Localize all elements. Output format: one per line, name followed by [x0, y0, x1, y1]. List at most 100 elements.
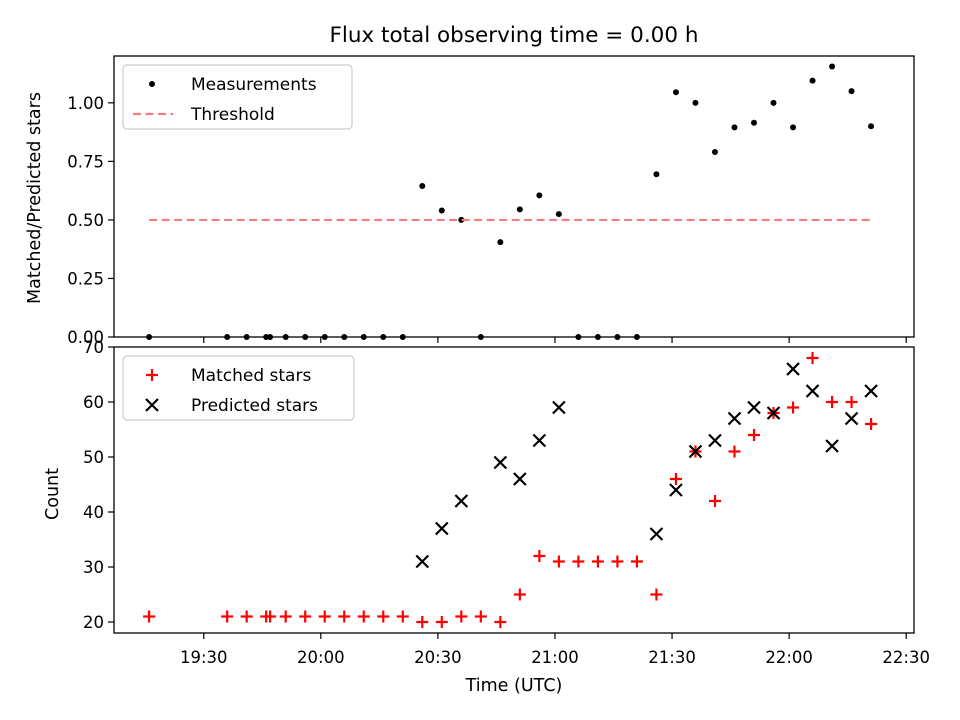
matched-star-marker: [455, 610, 468, 623]
predicted-star-marker: [825, 439, 839, 453]
predicted-star-marker: [688, 444, 703, 459]
measurement-point: [770, 99, 777, 106]
matched-star-marker: [240, 610, 253, 623]
matched-star-marker: [650, 588, 663, 601]
measurement-point: [419, 182, 426, 189]
matched-star-marker: [630, 555, 643, 568]
y-tick-label: 50: [83, 448, 104, 467]
predicted-star-marker: [493, 455, 508, 470]
predicted-star-marker: [669, 483, 683, 497]
measurement-point: [536, 192, 543, 199]
matched-star-marker: [826, 396, 839, 408]
legend: Measurements Threshold: [122, 64, 353, 130]
measurement-point: [868, 123, 875, 130]
measurement-point: [829, 63, 836, 70]
matched-star-marker: [611, 555, 624, 568]
measurement-point: [751, 119, 757, 126]
x-tick-label: 20:00: [297, 648, 345, 667]
predicted-star-marker: [786, 362, 800, 376]
matched-star-marker: [708, 495, 721, 507]
legend-label: Predicted stars: [191, 396, 318, 416]
legend-label: Measurements: [191, 75, 317, 95]
measurement-point: [497, 239, 504, 246]
predicted-star-marker: [435, 521, 449, 536]
measurement-point: [848, 88, 855, 95]
matched-star-marker: [865, 418, 878, 430]
y-tick-label: 0.75: [67, 152, 104, 171]
legend-marker-dot: [149, 81, 155, 87]
legend-box: [122, 64, 353, 130]
x-tick-label: 19:30: [180, 648, 228, 667]
matched-star-marker: [787, 401, 800, 414]
x-axis-label: Time (UTC): [465, 676, 563, 696]
predicted-star-marker: [747, 400, 761, 415]
predicted-star-marker: [552, 400, 566, 415]
axes-frame: [113, 346, 915, 634]
matched-star-marker: [494, 616, 507, 628]
predicted-star-marker: [454, 494, 469, 508]
predicted-star-marker: [415, 554, 430, 569]
y-tick-label: 70: [83, 338, 104, 357]
matched-star-marker: [279, 610, 292, 623]
x-tick-label: 22:30: [882, 648, 930, 667]
y-tick-label: 0.25: [67, 269, 104, 288]
matched-star-marker: [357, 610, 370, 623]
matched-star-marker: [396, 610, 409, 623]
matched-star-marker: [264, 610, 277, 623]
top-plot-area: 0.00 0.25 0.50 0.75 1.00 Measurements Threshol…: [67, 55, 915, 347]
legend-label: Matched stars: [191, 366, 311, 386]
y-tick-label: 30: [83, 558, 104, 577]
series-predicted-stars: [415, 362, 878, 569]
predicted-star-marker: [864, 384, 878, 398]
predicted-star-marker: [805, 384, 820, 398]
measurement-point: [653, 171, 660, 178]
y-tick-label: 0.00: [67, 328, 104, 347]
measurement-point: [809, 77, 816, 84]
measurement-point: [555, 211, 562, 218]
axes-frame: [113, 55, 915, 338]
measurement-point: [692, 99, 699, 106]
x-tick-label: 20:30: [414, 648, 462, 667]
matched-star-marker: [806, 352, 819, 364]
matched-star-marker: [338, 610, 351, 623]
chart-title: Flux total observing time = 0.00 h: [330, 23, 699, 48]
predicted-star-marker: [708, 433, 722, 448]
legend-label: Threshold: [190, 105, 275, 125]
predicted-star-marker: [766, 406, 781, 420]
predicted-star-marker: [532, 433, 547, 448]
matched-star-marker: [591, 555, 604, 568]
predicted-star-marker: [649, 527, 664, 541]
measurement-point: [711, 149, 718, 156]
matched-star-marker: [572, 555, 585, 568]
measurement-point: [516, 206, 523, 213]
legend: Matched stars Predicted stars: [122, 355, 355, 421]
predicted-star-marker: [513, 472, 527, 486]
measurement-point: [790, 124, 797, 131]
predicted-star-marker: [727, 411, 742, 426]
bottom-y-axis-label: Count: [43, 468, 63, 520]
y-tick-label: 0.50: [67, 211, 104, 230]
matched-star-marker: [221, 610, 234, 623]
legend-box: [122, 355, 355, 421]
matched-star-marker: [748, 429, 760, 441]
matched-star-marker: [416, 616, 429, 628]
y-tick-label: 40: [83, 503, 104, 522]
matched-star-marker: [533, 550, 546, 562]
x-tick-label: 22:00: [765, 648, 813, 667]
predicted-star-marker: [844, 411, 859, 426]
series-matched-stars: [143, 352, 878, 628]
matched-star-marker: [474, 610, 487, 623]
measurement-point: [458, 216, 465, 223]
bottom-plot-area: 20 30 40 50 60 70 19:30 20:00 20:30 21:00 21:30 22:…: [83, 338, 930, 667]
x-tick-label: 21:00: [531, 648, 579, 667]
legend-marker-plus: [146, 369, 158, 381]
matched-star-marker: [318, 610, 331, 623]
matched-star-marker: [728, 445, 741, 458]
measurement-point: [731, 124, 738, 131]
matched-star-marker: [845, 396, 858, 408]
matched-star-marker: [513, 588, 526, 601]
matched-star-marker: [552, 555, 565, 568]
matched-star-marker: [377, 610, 390, 623]
y-tick-label: 20: [83, 613, 104, 632]
